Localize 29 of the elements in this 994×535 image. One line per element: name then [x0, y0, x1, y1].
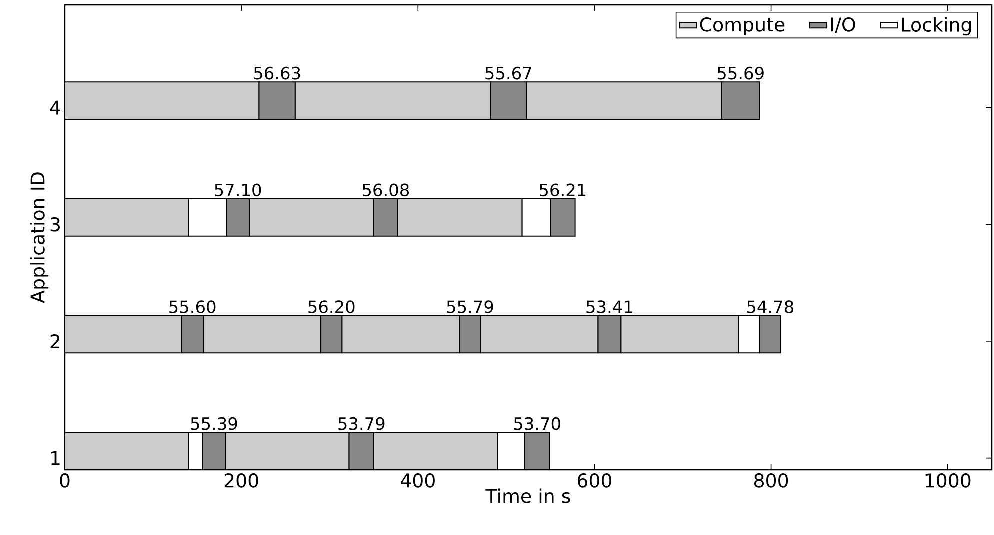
y-tick-label: 1	[52, 451, 60, 466]
x-tick-label: 400	[401, 474, 435, 488]
annotation: 57.10	[215, 184, 262, 197]
legend-label: Compute	[700, 18, 785, 36]
y-tick-label: 4	[50, 100, 60, 115]
annotation: 55.60	[170, 300, 216, 314]
legend-label: Locking	[902, 17, 972, 36]
annotation: 55.39	[191, 417, 238, 430]
x-tick-label: 0	[60, 474, 70, 488]
annotation: 53.41	[586, 300, 632, 314]
x-tick-label: 800	[754, 474, 788, 488]
y-tick-label: 3	[50, 217, 60, 232]
legend-label: I/O	[831, 18, 856, 34]
y-axis-title: Application ID	[30, 172, 49, 304]
x-tick-label: 200	[224, 474, 258, 488]
annotation: 55.79	[447, 300, 494, 314]
annotation: 54.78	[747, 300, 794, 314]
annotation: 55.69	[718, 66, 764, 80]
annotation: 56.21	[540, 184, 586, 197]
y-tick-label: 2	[50, 334, 60, 349]
x-axis-title: Time in s	[486, 488, 570, 504]
x-tick-label: 1000	[926, 474, 971, 488]
annotation: 55.67	[486, 66, 532, 80]
annotation: 56.63	[254, 66, 300, 80]
x-tick-label: 600	[578, 474, 612, 488]
annotation: 56.08	[362, 184, 410, 197]
annotation: 56.20	[308, 300, 355, 314]
annotation: 53.70	[514, 417, 560, 430]
annotation: 53.79	[338, 417, 385, 430]
